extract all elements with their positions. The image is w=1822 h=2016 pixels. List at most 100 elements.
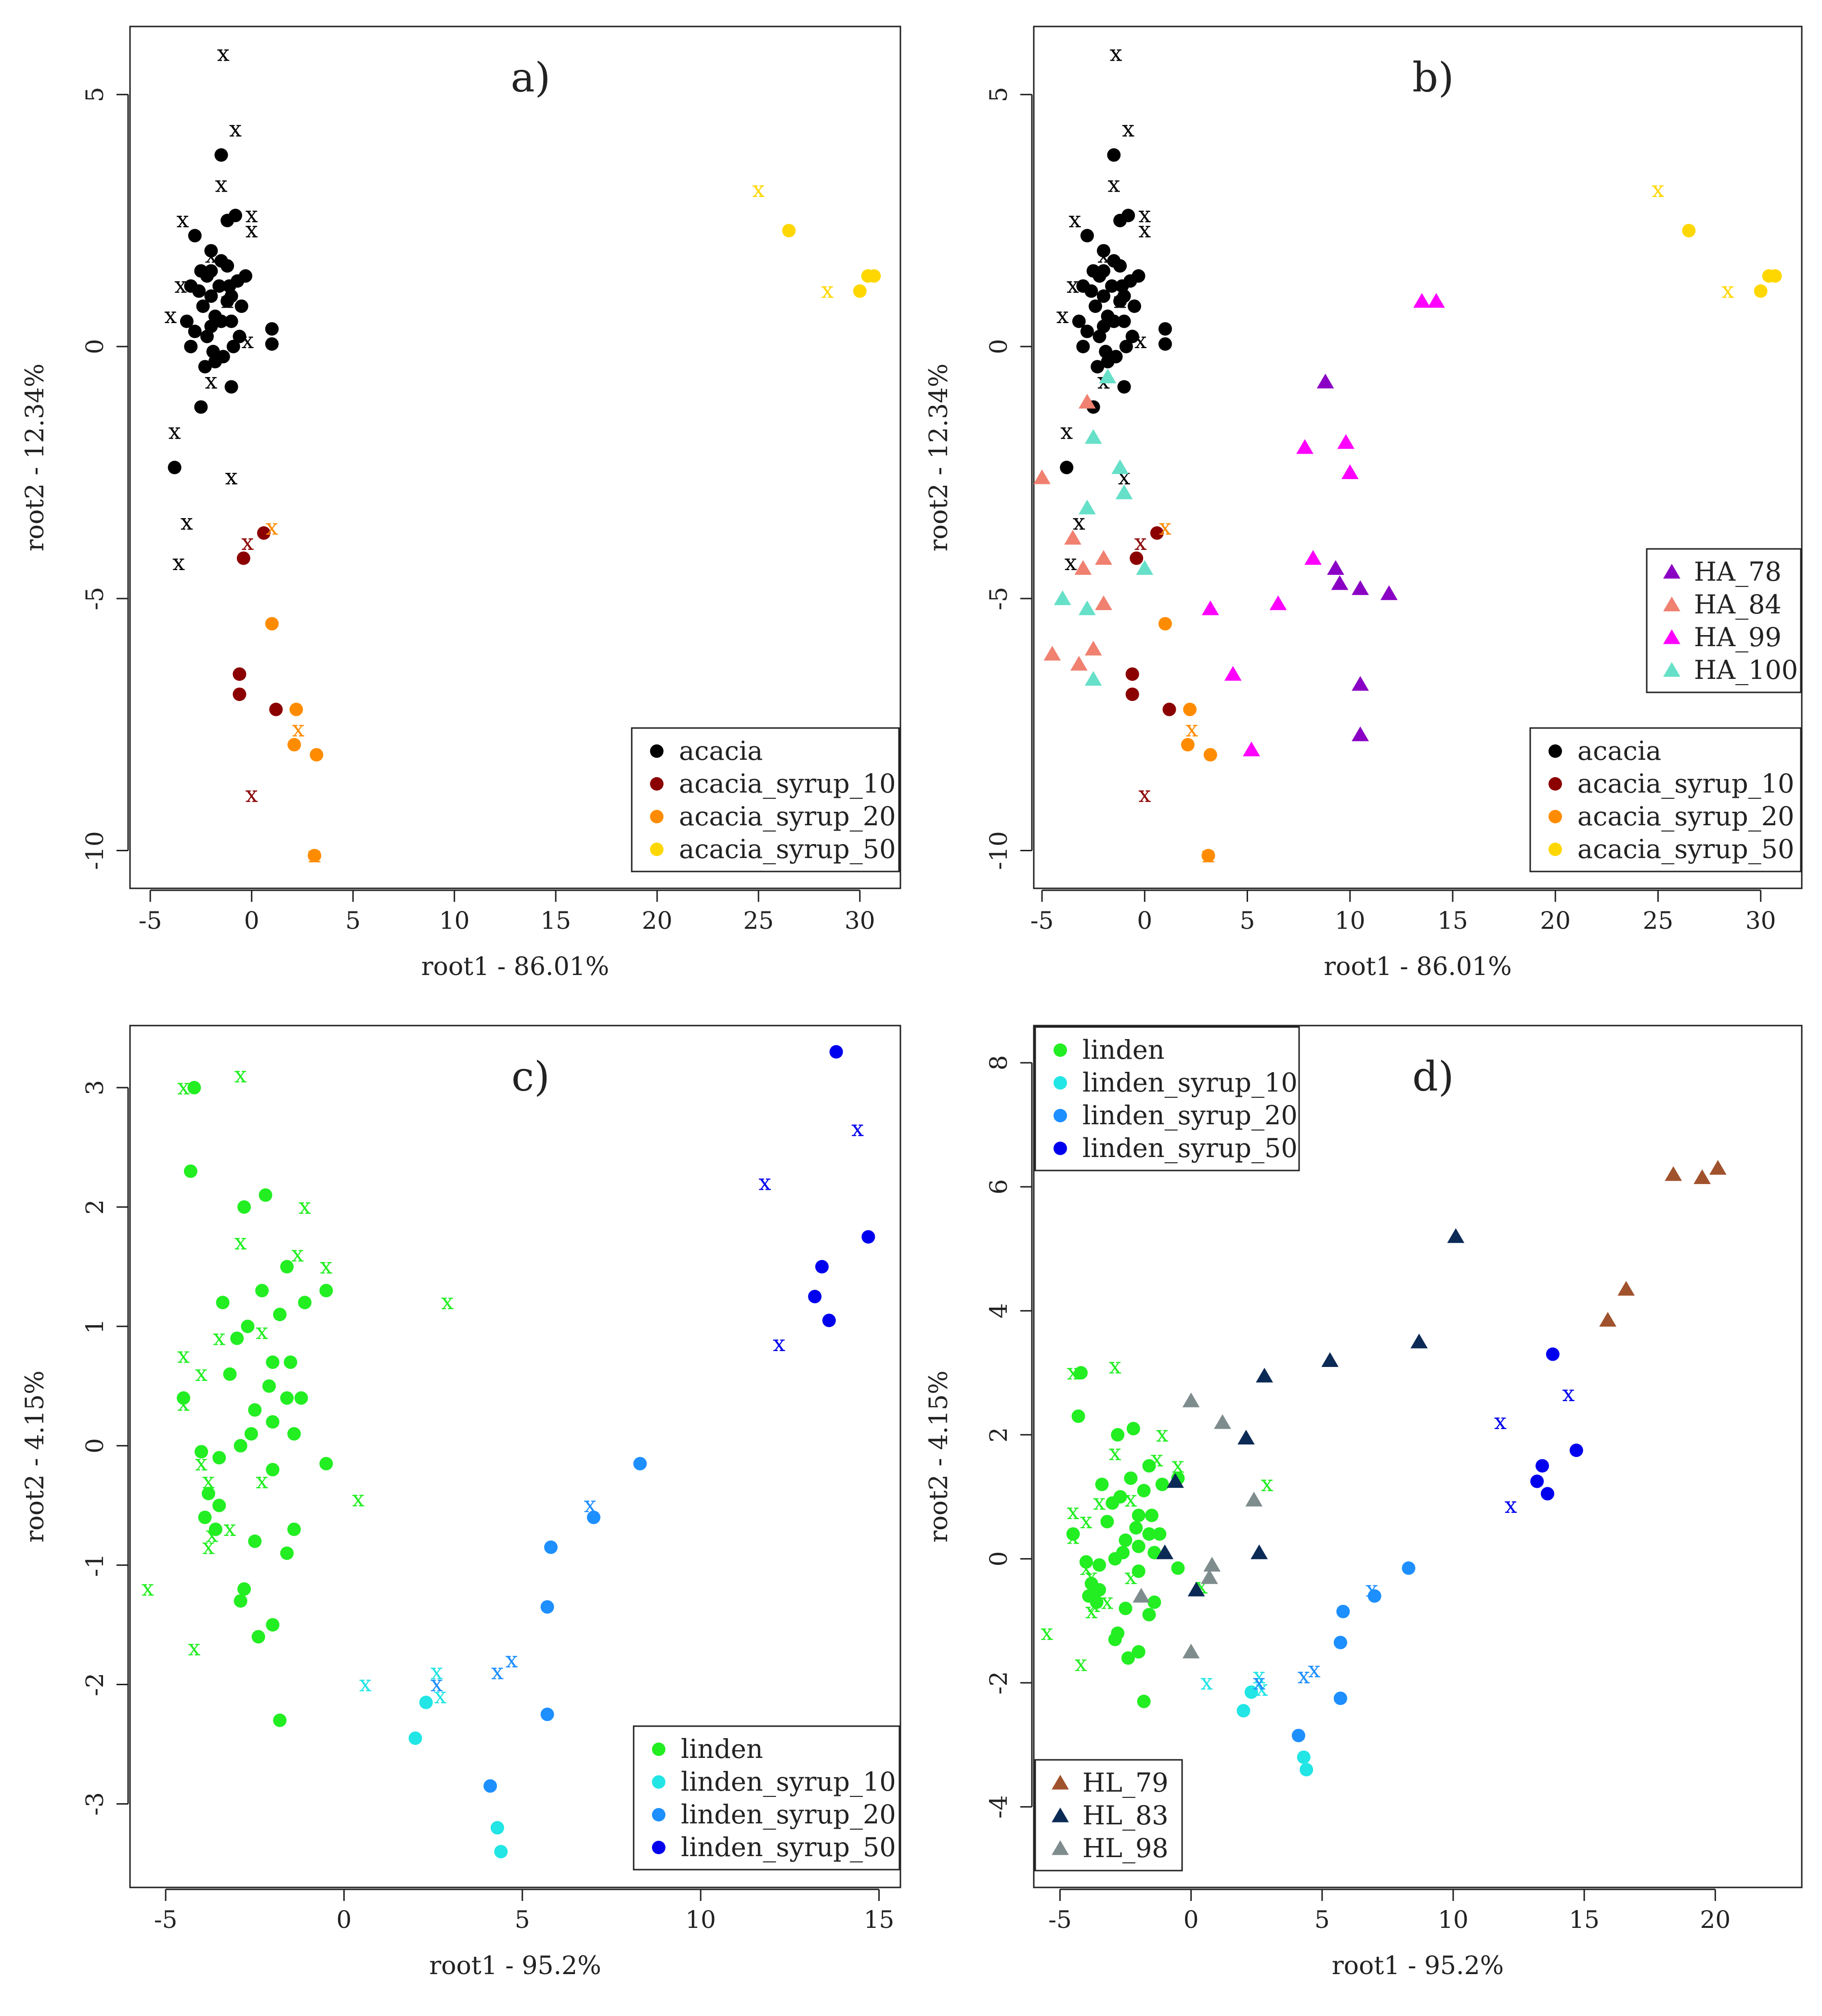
data-point-linden <box>241 1319 255 1333</box>
data-point-acacia_syrup_50 <box>1768 269 1782 283</box>
data-point-linden <box>1071 1409 1085 1423</box>
data-point-linden_syrup_10: x <box>430 1659 443 1685</box>
data-point-linden: x <box>213 1325 225 1351</box>
data-point-acacia <box>1109 350 1123 364</box>
data-point-acacia_syrup_50 <box>867 269 881 283</box>
data-point-HL_98 <box>1214 1414 1231 1429</box>
data-point-linden <box>201 1486 215 1500</box>
x-tick-label: 10 <box>1335 907 1366 935</box>
data-point-linden <box>1119 1533 1132 1547</box>
data-point-linden_syrup_20 <box>633 1457 647 1470</box>
legend: lindenlinden_syrup_10linden_syrup_20lind… <box>1034 1026 1300 1171</box>
y-tick-label: 2 <box>81 1199 109 1215</box>
data-point-linden <box>1100 1515 1114 1529</box>
legend-label: acacia <box>679 736 763 766</box>
data-point-HA_84 <box>1033 469 1051 484</box>
data-point-acacia <box>265 322 279 336</box>
data-point-acacia <box>1080 229 1094 243</box>
data-point-acacia <box>214 148 228 162</box>
data-point-acacia: x <box>164 302 177 328</box>
data-point-acacia: x <box>176 207 189 233</box>
data-point-linden_syrup_50 <box>808 1289 822 1303</box>
data-point-acacia: x <box>1107 171 1120 197</box>
legend-marker-HA_100 <box>1663 662 1680 677</box>
legend-marker-linden_syrup_10 <box>1054 1076 1067 1090</box>
legend-marker-linden <box>652 1743 665 1756</box>
legend-marker-acacia_syrup_10 <box>1549 777 1562 791</box>
data-point-linden_syrup_50 <box>1530 1474 1544 1488</box>
data-point-linden_syrup_20: x <box>584 1492 597 1518</box>
data-point-acacia_syrup_20: x <box>1202 842 1215 868</box>
data-point-HA_78 <box>1331 575 1349 590</box>
plot-frame <box>1033 26 1803 889</box>
data-point-linden <box>1124 1471 1138 1485</box>
data-point-linden: x <box>291 1241 304 1267</box>
data-point-acacia: x <box>246 217 258 243</box>
data-point-linden: x <box>234 1062 247 1088</box>
data-point-HA_100 <box>1136 560 1154 575</box>
data-point-linden: x <box>195 1360 208 1386</box>
data-point-HA_84 <box>1095 595 1112 611</box>
data-point-linden_syrup_20 <box>1333 1691 1347 1705</box>
data-point-acacia_syrup_10 <box>236 551 250 565</box>
data-point-linden: x <box>352 1485 364 1511</box>
x-tick-label: 25 <box>743 907 774 935</box>
data-point-acacia <box>1084 284 1098 298</box>
x-axis-label: root1 - 86.01% <box>421 952 609 981</box>
data-point-linden: x <box>1124 1563 1137 1589</box>
data-point-acacia: x <box>217 40 230 66</box>
data-point-acacia <box>184 339 198 353</box>
data-point-HL_83 <box>1156 1544 1174 1560</box>
data-point-acacia <box>234 299 248 313</box>
y-tick-label: 0 <box>81 339 109 354</box>
x-tick-label: 10 <box>1438 1906 1469 1934</box>
data-point-linden_syrup_10: x <box>359 1671 372 1697</box>
x-tick-label: -5 <box>139 907 162 935</box>
data-point-acacia: x <box>1060 418 1073 444</box>
y-axis-label: root2 - 12.34% <box>21 364 50 551</box>
data-point-acacia <box>265 337 279 351</box>
data-point-linden <box>1095 1477 1109 1491</box>
data-point-linden_syrup_50 <box>1546 1347 1560 1361</box>
data-point-HA_84 <box>1070 656 1088 671</box>
data-point-acacia <box>1060 460 1074 474</box>
data-point-linden <box>1108 1632 1122 1646</box>
data-point-linden: x <box>1101 1588 1113 1614</box>
data-point-acacia_syrup_50 <box>782 223 796 237</box>
chart-panel-b: -5 0 5 10 15 20 25 30 root1 - 86.01% -10 -5 0 5 root2… <box>924 26 1803 981</box>
data-point-acacia_syrup_10: x <box>241 529 254 555</box>
legend-marker-HA_84 <box>1663 597 1680 611</box>
data-point-linden <box>1079 1555 1093 1569</box>
x-tick-label: 30 <box>1745 907 1776 935</box>
data-point-acacia_syrup_10 <box>1162 702 1176 716</box>
data-point-HL_79 <box>1693 1169 1711 1184</box>
legend-label: acacia <box>1577 736 1661 766</box>
data-point-acacia_syrup_20: x <box>1159 514 1171 540</box>
data-point-linden_syrup_20: x <box>1366 1576 1378 1602</box>
legend-marker-acacia_syrup_50 <box>650 843 664 856</box>
data-point-linden <box>262 1379 276 1393</box>
data-point-acacia <box>216 350 230 364</box>
data-point-linden <box>187 1080 201 1094</box>
y-tick-label: 0 <box>985 1551 1013 1567</box>
y-axis-label: root2 - 12.34% <box>924 364 953 551</box>
data-point-linden: x <box>1171 1452 1184 1478</box>
y-tick-label: 5 <box>985 87 1013 102</box>
legend-box <box>1529 727 1802 872</box>
data-point-acacia_syrup_50: x <box>1652 176 1664 202</box>
data-point-HL_98 <box>1182 1392 1200 1407</box>
data-point-linden <box>216 1296 230 1310</box>
y-tick-label: 4 <box>985 1303 1013 1318</box>
data-point-HA_84 <box>1043 646 1061 661</box>
data-point-linden: x <box>1261 1470 1274 1496</box>
data-point-acacia <box>1127 299 1141 313</box>
data-point-linden_syrup_20: x <box>1308 1656 1320 1682</box>
data-point-linden <box>1111 1428 1125 1442</box>
data-point-acacia_syrup_20 <box>1158 617 1172 631</box>
data-point-acacia <box>212 279 226 293</box>
data-point-linden <box>284 1355 298 1369</box>
data-point-linden <box>1106 1496 1119 1510</box>
data-point-HA_78 <box>1352 580 1369 595</box>
x-tick-label: 30 <box>845 907 875 935</box>
legend-marker-acacia <box>650 744 664 758</box>
